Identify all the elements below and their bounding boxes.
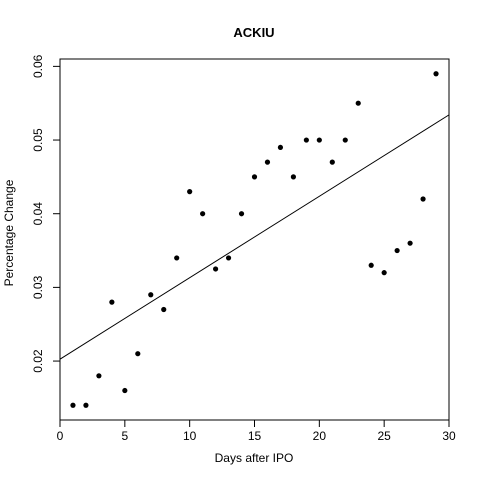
data-point — [356, 101, 361, 106]
data-point — [395, 248, 400, 253]
data-point — [213, 266, 218, 271]
data-point — [265, 160, 270, 165]
y-tick-label: 0.03 — [31, 275, 45, 299]
data-point — [343, 137, 348, 142]
x-tick-label: 20 — [313, 429, 327, 443]
y-tick-label: 0.05 — [31, 128, 45, 152]
data-point — [420, 196, 425, 201]
data-point — [317, 137, 322, 142]
data-point — [187, 189, 192, 194]
y-tick-label: 0.06 — [31, 54, 45, 78]
data-point — [278, 145, 283, 150]
x-tick-label: 10 — [183, 429, 197, 443]
chart-title: ACKIU — [233, 25, 274, 40]
data-point — [226, 255, 231, 260]
x-tick-label: 30 — [442, 429, 456, 443]
data-point — [161, 307, 166, 312]
x-axis-label: Days after IPO — [215, 451, 294, 465]
y-tick-label: 0.02 — [31, 349, 45, 373]
data-point — [382, 270, 387, 275]
x-tick-label: 5 — [121, 429, 128, 443]
data-point — [291, 174, 296, 179]
data-point — [109, 300, 114, 305]
data-point — [122, 388, 127, 393]
data-point — [239, 211, 244, 216]
x-tick-label: 0 — [57, 429, 64, 443]
data-point — [369, 263, 374, 268]
data-point — [330, 160, 335, 165]
y-axis-label: Percentage Change — [2, 179, 16, 286]
data-point — [408, 241, 413, 246]
data-point — [433, 71, 438, 76]
y-tick-label: 0.04 — [31, 202, 45, 226]
data-point — [83, 403, 88, 408]
x-tick-label: 25 — [377, 429, 391, 443]
data-point — [200, 211, 205, 216]
data-point — [96, 373, 101, 378]
data-point — [252, 174, 257, 179]
data-point — [174, 255, 179, 260]
data-point — [304, 137, 309, 142]
data-point — [135, 351, 140, 356]
data-point — [70, 403, 75, 408]
data-point — [148, 292, 153, 297]
x-tick-label: 15 — [248, 429, 262, 443]
